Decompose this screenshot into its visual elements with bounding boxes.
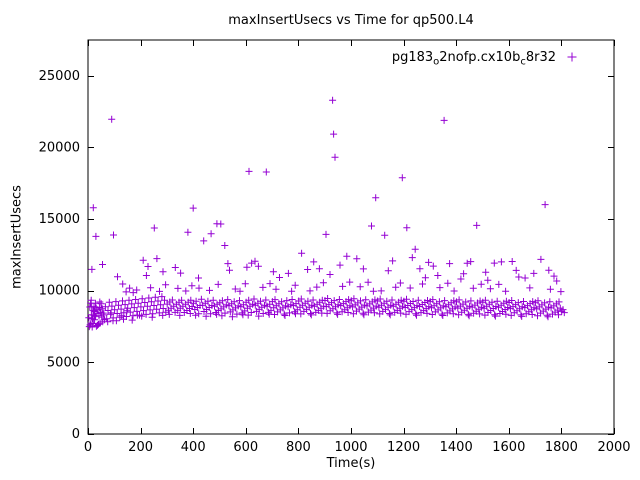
- y-tick-label: 0: [72, 427, 80, 442]
- scatter-points: [85, 96, 568, 331]
- legend-series-label: pg183o2nofp.cx10bc8r32: [391, 50, 556, 68]
- y-tick-label: 15000: [39, 212, 80, 227]
- plot-border: [87, 39, 615, 435]
- y-tick-label: 5000: [47, 355, 80, 370]
- x-tick-label: 400: [181, 440, 206, 455]
- y-tick-label: 10000: [39, 284, 80, 299]
- x-tick-label: 1200: [387, 440, 420, 455]
- x-tick-label: 200: [128, 440, 153, 455]
- legend-marker-plus-icon: [567, 52, 577, 62]
- x-tick-label: 800: [286, 440, 311, 455]
- y-tick-label: 20000: [39, 140, 80, 155]
- x-tick-label: 1600: [492, 440, 525, 455]
- x-tick-label: 2000: [597, 440, 630, 455]
- x-tick-label: 600: [233, 440, 258, 455]
- x-tick-label: 0: [84, 440, 92, 455]
- x-tick-label: 1000: [334, 440, 367, 455]
- legend: pg183o2nofp.cx10bc8r32: [392, 50, 556, 68]
- x-axis-label: Time(s): [326, 456, 376, 471]
- x-tick-label: 1800: [545, 440, 578, 455]
- y-tick-label: 25000: [39, 69, 80, 84]
- y-axis-label: maxInsertUsecs: [9, 185, 25, 289]
- chart-title: maxInsertUsecs vs Time for qp500.L4: [228, 13, 474, 28]
- x-tick-label: 1400: [440, 440, 473, 455]
